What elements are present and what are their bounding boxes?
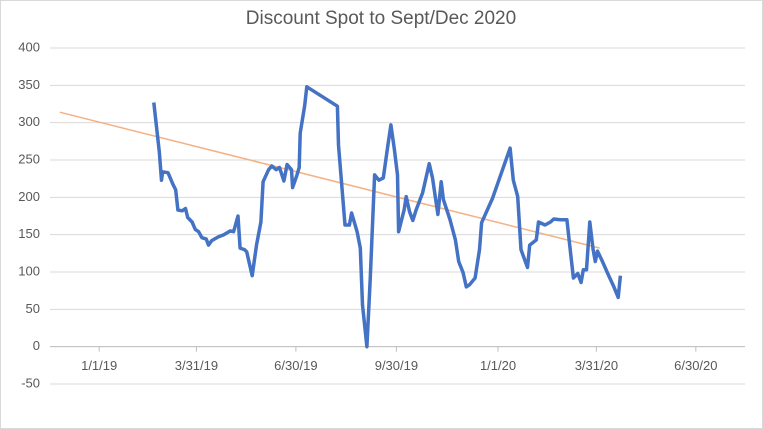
y-tick-label: 300 [18,114,40,129]
y-tick-label: 100 [18,263,40,278]
data-line [59,111,600,249]
data-line [152,85,623,349]
y-tick-label: 400 [18,39,40,54]
y-tick-label: 0 [33,338,40,353]
x-tick-label: 6/30/19 [274,358,317,373]
y-tick-label: 350 [18,77,40,92]
y-tick-label: -50 [21,375,40,390]
x-tick-label: 6/30/20 [674,358,717,373]
x-tick-label: 1/1/19 [81,358,117,373]
y-tick-label: 200 [18,189,40,204]
x-tick-label: 3/31/19 [175,358,218,373]
y-tick-label: 250 [18,151,40,166]
x-tick-label: 3/31/20 [575,358,618,373]
y-tick-label: 150 [18,226,40,241]
x-tick-label: 9/30/19 [375,358,418,373]
chart-title: Discount Spot to Sept/Dec 2020 [246,8,516,29]
x-tick-label: 1/1/20 [480,358,516,373]
y-tick-label: 50 [26,301,40,316]
